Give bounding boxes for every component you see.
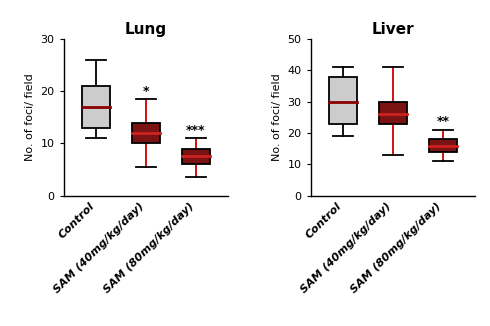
Title: Liver: Liver [372,22,414,37]
Bar [132,123,160,143]
Bar [329,77,357,124]
Y-axis label: No. of foci/ field: No. of foci/ field [25,73,35,161]
Y-axis label: No. of foci/ field: No. of foci/ field [272,73,282,161]
Bar [82,86,110,128]
Bar [429,139,457,152]
Bar [182,149,210,164]
Text: **: ** [437,115,449,128]
Bar [379,102,407,124]
Text: ***: *** [186,124,206,137]
Text: *: * [143,84,149,97]
Title: Lung: Lung [125,22,167,37]
